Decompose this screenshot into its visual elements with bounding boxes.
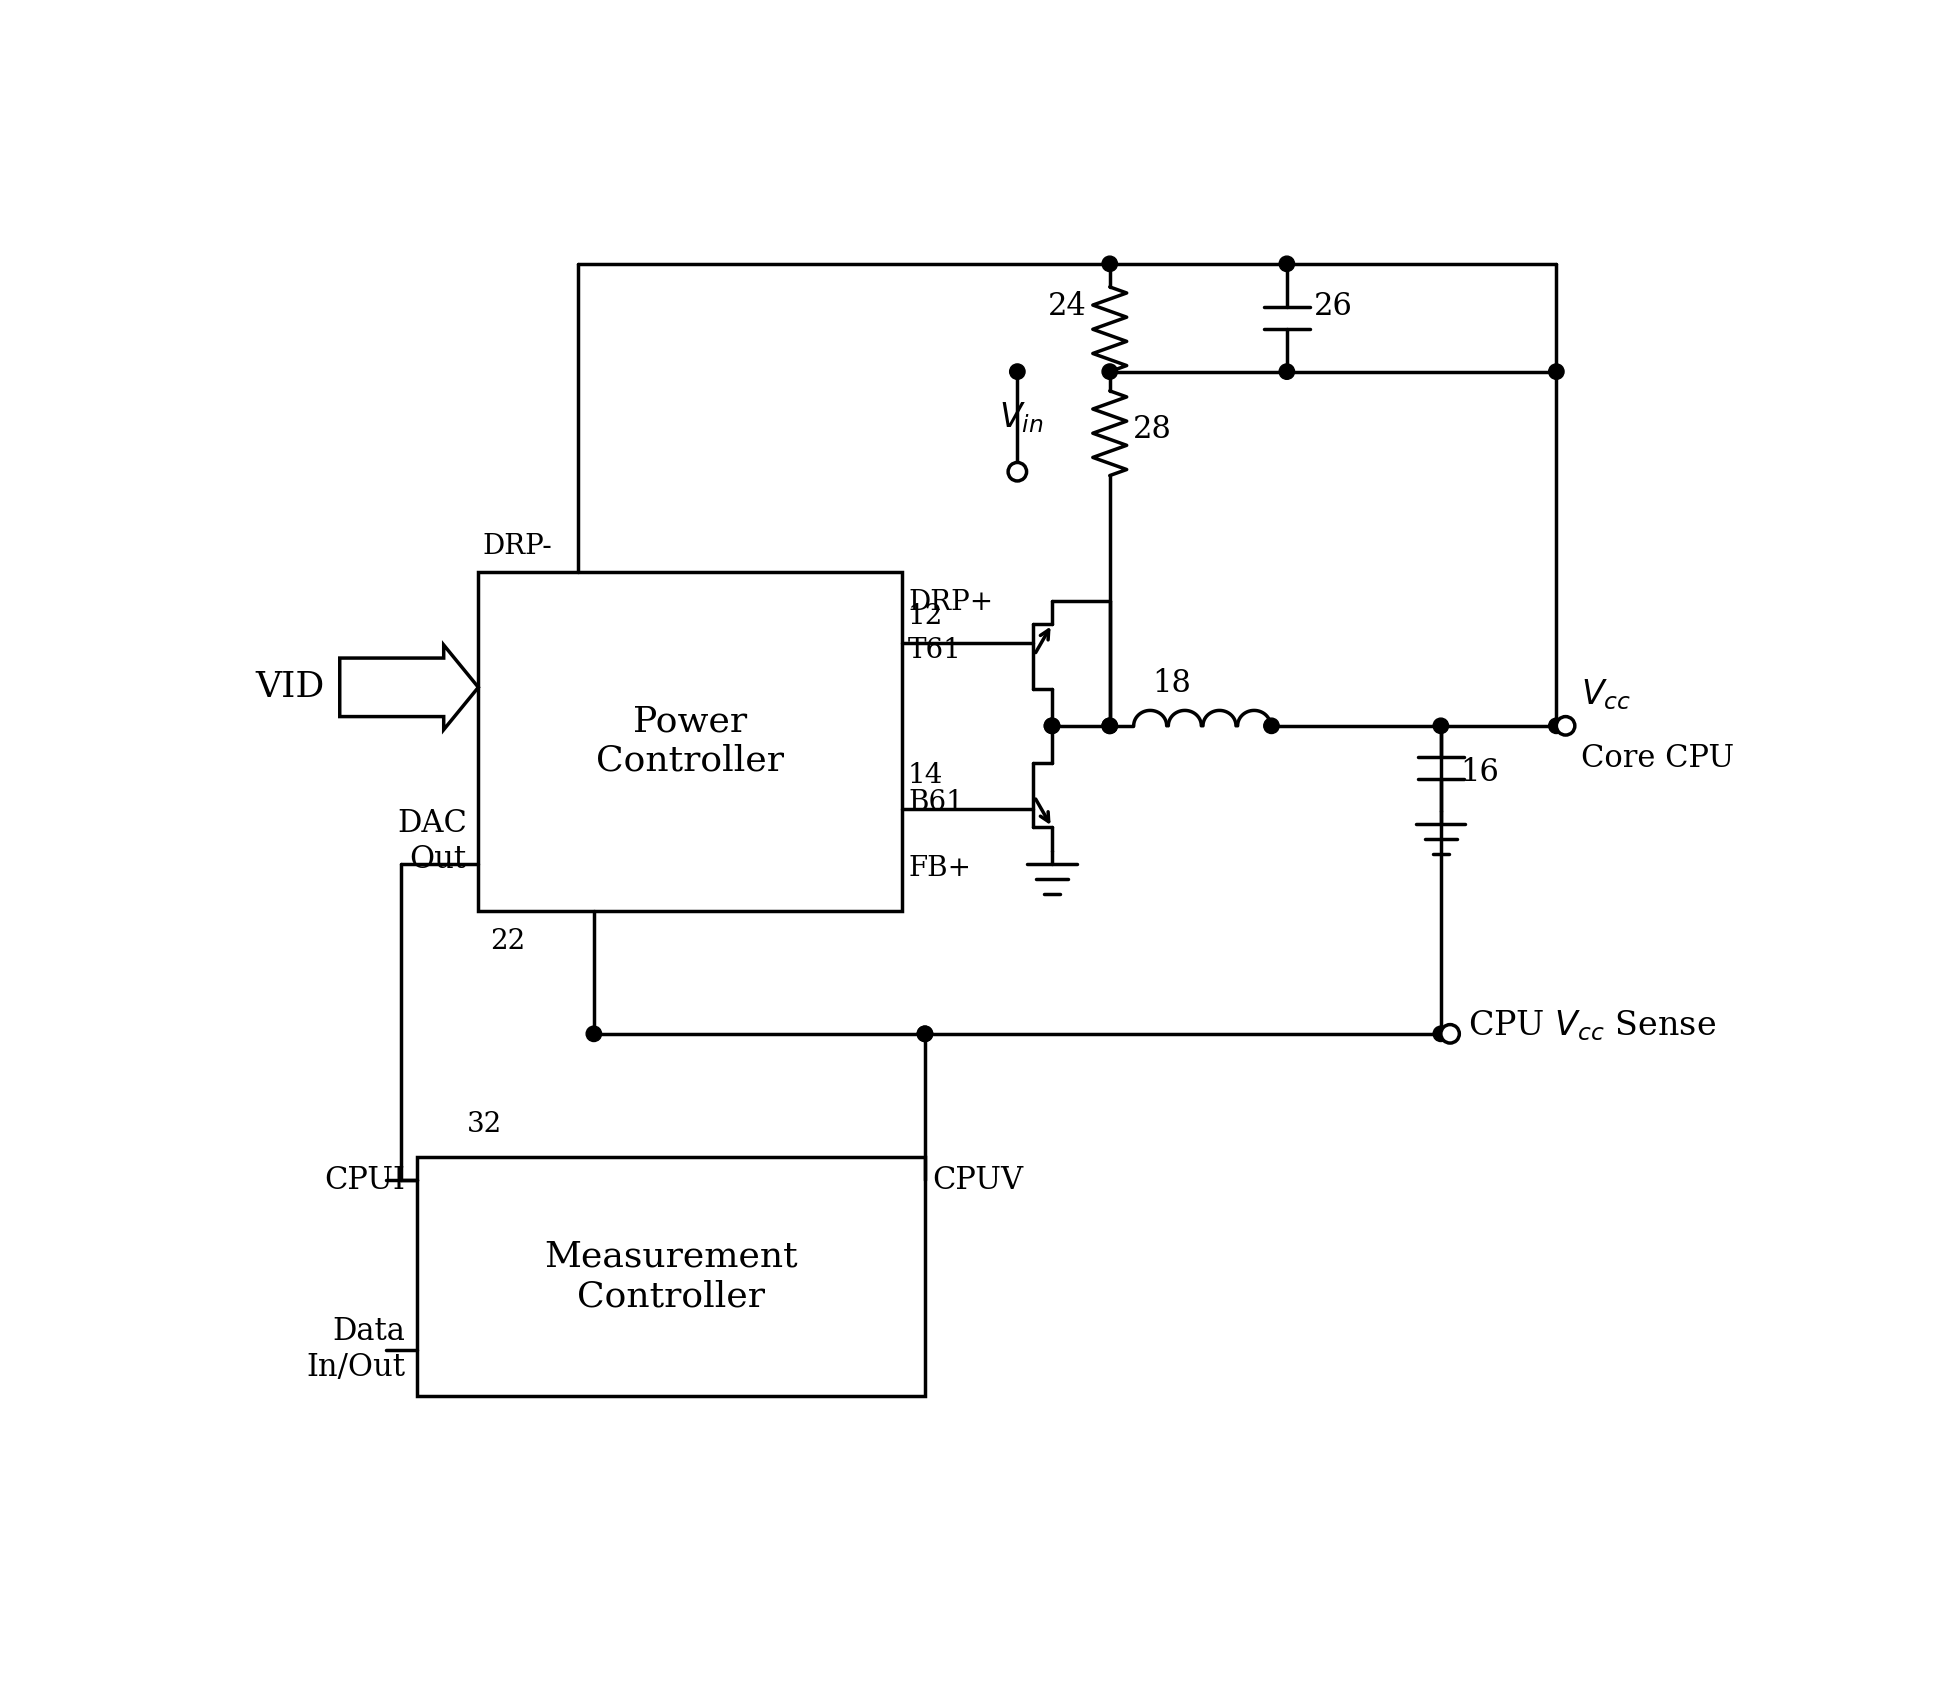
Text: 28: 28 [1132, 414, 1171, 445]
Text: 14: 14 [907, 762, 942, 790]
Circle shape [1101, 718, 1117, 734]
Text: DAC
Out: DAC Out [397, 808, 467, 874]
Circle shape [1555, 717, 1574, 735]
FancyBboxPatch shape [417, 1156, 925, 1396]
Text: T61: T61 [907, 637, 962, 664]
Text: DRP+: DRP+ [907, 589, 993, 616]
Text: DRP-: DRP- [483, 533, 553, 560]
Circle shape [1101, 718, 1117, 734]
Text: 18: 18 [1152, 667, 1191, 700]
Text: Core CPU: Core CPU [1580, 742, 1733, 774]
Circle shape [917, 1026, 933, 1041]
Text: $V_{cc}$: $V_{cc}$ [1580, 678, 1631, 711]
Circle shape [1547, 363, 1563, 379]
Text: Measurement
Controller: Measurement Controller [543, 1240, 797, 1313]
Text: VID: VID [254, 671, 324, 705]
FancyBboxPatch shape [479, 572, 902, 910]
Text: FB+: FB+ [907, 854, 971, 881]
Circle shape [1433, 1026, 1448, 1041]
Text: $V_{in}$: $V_{in}$ [999, 401, 1043, 435]
Text: CPUV: CPUV [933, 1165, 1024, 1195]
Text: B61: B61 [907, 790, 964, 817]
Circle shape [1433, 718, 1448, 734]
Circle shape [1441, 1024, 1458, 1043]
Text: 32: 32 [467, 1110, 502, 1138]
Text: 22: 22 [491, 927, 525, 954]
Circle shape [1547, 718, 1563, 734]
Text: 26: 26 [1313, 290, 1351, 321]
Circle shape [586, 1026, 601, 1041]
Circle shape [1101, 363, 1117, 379]
Text: 16: 16 [1460, 757, 1499, 788]
Text: Power
Controller: Power Controller [595, 705, 783, 778]
Text: CPU $V_{cc}$ Sense: CPU $V_{cc}$ Sense [1468, 1009, 1714, 1044]
Text: 12: 12 [907, 603, 942, 630]
Circle shape [1101, 256, 1117, 272]
Circle shape [917, 1026, 933, 1041]
Text: 24: 24 [1047, 290, 1086, 321]
Text: CPUI: CPUI [324, 1165, 405, 1195]
Circle shape [1008, 363, 1024, 379]
Circle shape [1043, 718, 1059, 734]
Circle shape [1043, 718, 1059, 734]
Text: Data
In/Out: Data In/Out [306, 1316, 405, 1382]
Circle shape [1262, 718, 1278, 734]
Circle shape [1278, 256, 1293, 272]
Circle shape [1278, 363, 1293, 379]
Circle shape [1008, 462, 1026, 481]
